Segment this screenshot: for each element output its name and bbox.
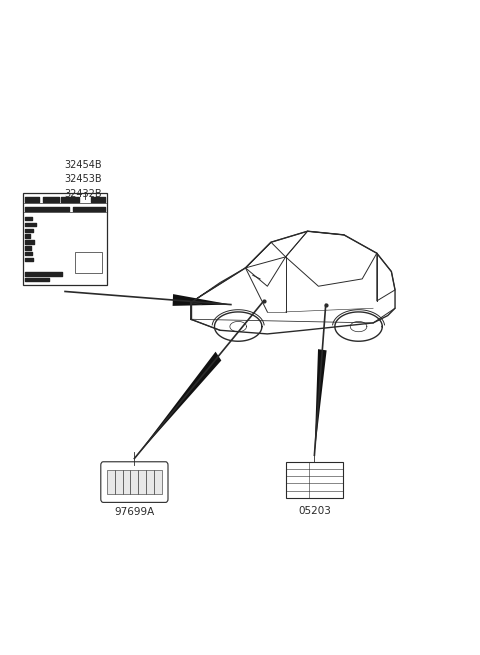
Bar bbox=[146, 470, 154, 494]
FancyBboxPatch shape bbox=[101, 462, 168, 502]
Bar bbox=[154, 470, 162, 494]
Polygon shape bbox=[314, 349, 326, 455]
Polygon shape bbox=[134, 352, 221, 458]
Text: 32432B: 32432B bbox=[65, 189, 102, 199]
Bar bbox=[123, 470, 131, 494]
Text: 05203: 05203 bbox=[298, 506, 331, 516]
Bar bbox=[138, 470, 146, 494]
Bar bbox=[75, 252, 102, 273]
Bar bbox=[115, 470, 123, 494]
Polygon shape bbox=[173, 294, 231, 306]
Text: 32453B: 32453B bbox=[65, 174, 102, 185]
Bar bbox=[131, 470, 138, 494]
Bar bbox=[286, 462, 343, 498]
Text: 97699A: 97699A bbox=[114, 507, 155, 517]
Text: 32454B: 32454B bbox=[65, 160, 102, 170]
Bar bbox=[107, 470, 115, 494]
FancyBboxPatch shape bbox=[23, 193, 107, 285]
